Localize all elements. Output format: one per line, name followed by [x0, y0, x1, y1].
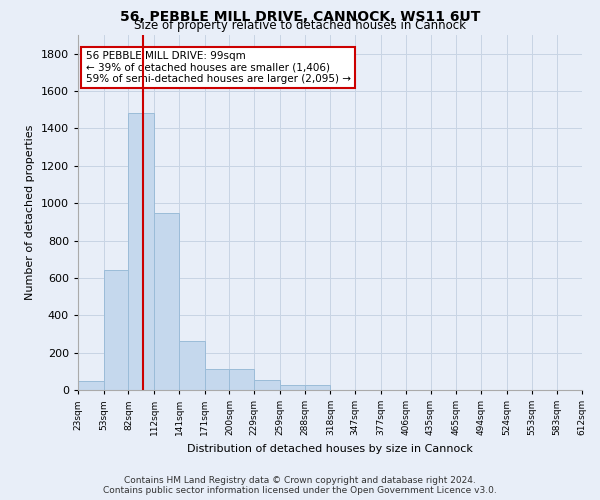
Bar — [104, 270, 128, 390]
Bar — [128, 114, 154, 390]
Bar — [280, 386, 305, 390]
Text: Contains HM Land Registry data © Crown copyright and database right 2024.
Contai: Contains HM Land Registry data © Crown c… — [103, 476, 497, 495]
Bar — [229, 370, 254, 390]
Bar — [154, 212, 179, 390]
Text: Size of property relative to detached houses in Cannock: Size of property relative to detached ho… — [134, 19, 466, 32]
Bar — [78, 380, 104, 390]
Bar — [205, 370, 229, 390]
Bar — [254, 380, 280, 390]
Text: 56, PEBBLE MILL DRIVE, CANNOCK, WS11 6UT: 56, PEBBLE MILL DRIVE, CANNOCK, WS11 6UT — [120, 10, 480, 24]
X-axis label: Distribution of detached houses by size in Cannock: Distribution of detached houses by size … — [187, 444, 473, 454]
Text: 56 PEBBLE MILL DRIVE: 99sqm
← 39% of detached houses are smaller (1,406)
59% of : 56 PEBBLE MILL DRIVE: 99sqm ← 39% of det… — [86, 51, 350, 84]
Y-axis label: Number of detached properties: Number of detached properties — [25, 125, 35, 300]
Bar — [305, 386, 331, 390]
Bar — [179, 342, 205, 390]
